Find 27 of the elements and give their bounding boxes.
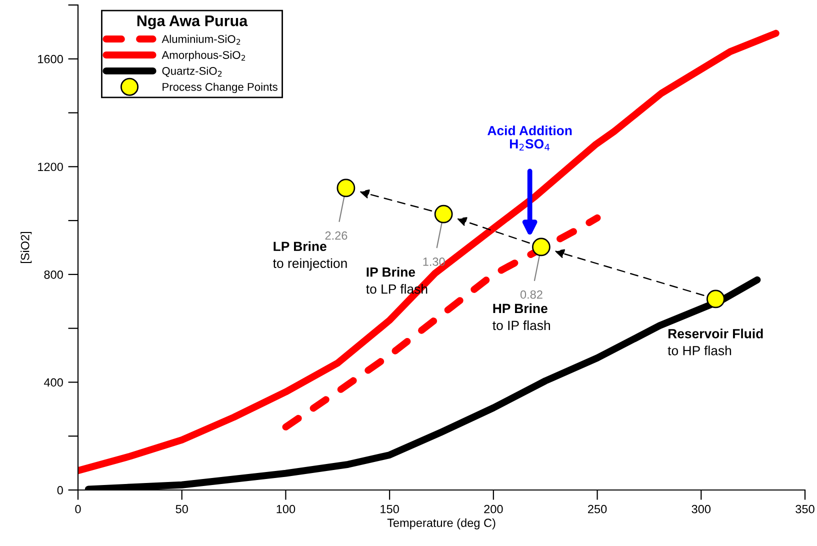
y-axis-title: [SiO2]	[20, 232, 32, 264]
y-tick-label: 800	[44, 270, 63, 279]
legend-title: Nga Awa Purua	[137, 16, 248, 30]
x-tick-label: 150	[380, 504, 399, 514]
x-tick-label: 50	[176, 504, 188, 514]
annotation: LP Brine to reinjection	[273, 241, 347, 271]
x-tick-label: 250	[588, 504, 607, 514]
annotation: Acid Addition H$_{2}$SO$_{4}$	[488, 126, 572, 151]
y-tick-label: 0	[57, 486, 63, 494]
y-tick-label: 1600	[38, 54, 63, 64]
y-tick-label: 400	[44, 378, 63, 387]
annotation: 2.26	[325, 231, 348, 240]
legend-label: Amorphous-SiO$_{2}$	[162, 50, 246, 62]
annotation: Reservoir Fluid to HP flash	[668, 328, 763, 356]
y-tick-label: 1200	[38, 162, 63, 172]
x-tick-label: 300	[692, 504, 711, 514]
annotation: 1.30	[423, 258, 445, 266]
legend-label: Process Change Points	[162, 82, 278, 94]
x-tick-label: 200	[484, 504, 503, 514]
x-tick-label: 100	[276, 504, 296, 514]
legend-label: Aluminium-SiO$_{2}$	[162, 34, 240, 45]
x-axis-title: Temperature (deg C)	[387, 518, 496, 530]
x-tick-label: 0	[75, 504, 81, 514]
annotation: 0.82	[520, 290, 542, 299]
annotation: HP Brine to IP flash	[492, 303, 550, 330]
legend-label: Quartz-SiO$_{2}$	[162, 66, 222, 77]
x-tick-label: 350	[796, 504, 814, 514]
